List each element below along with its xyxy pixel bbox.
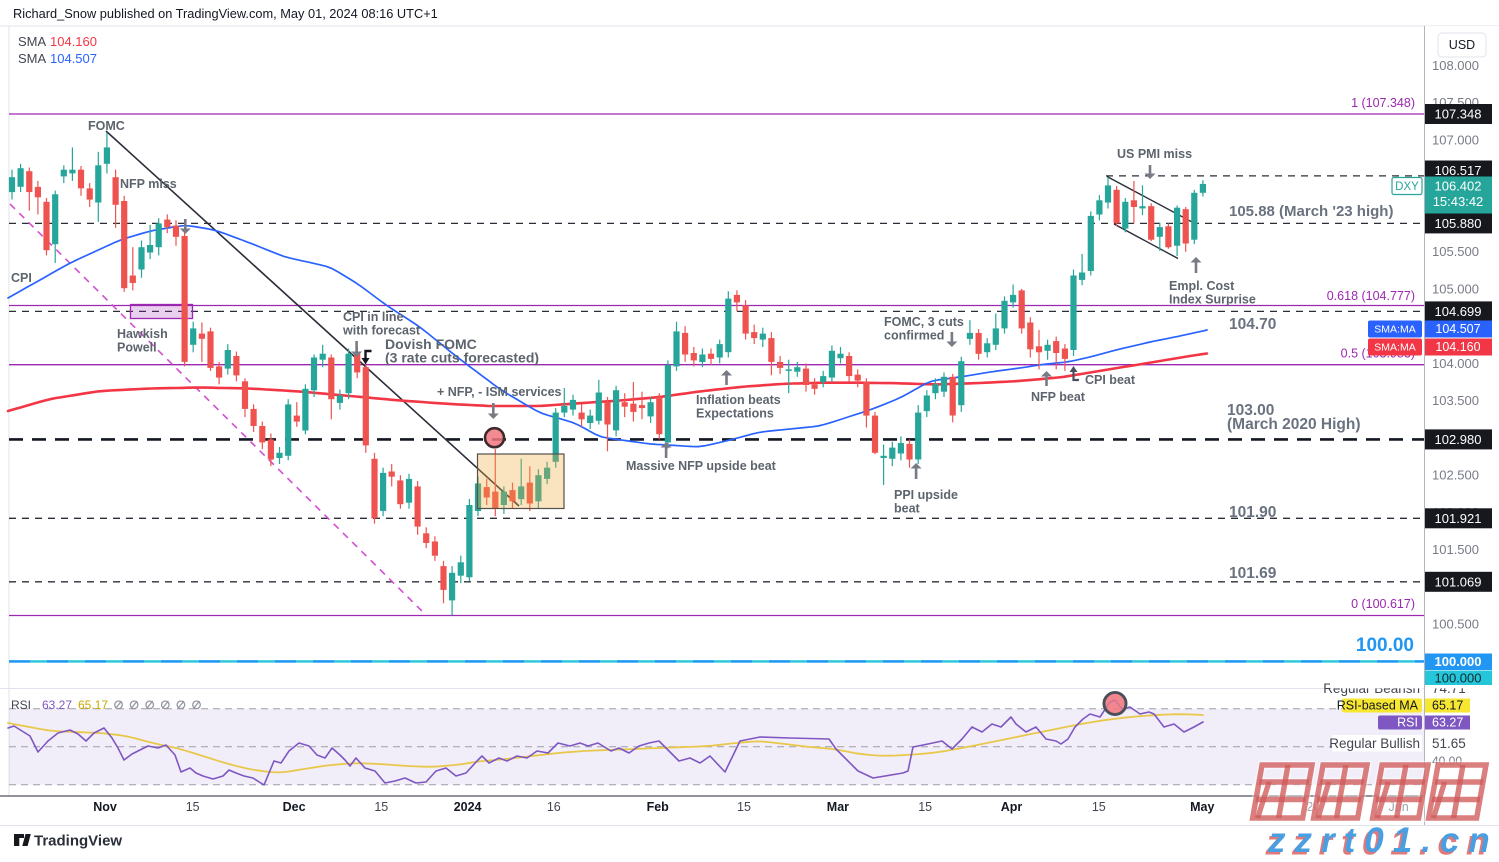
svg-text:65.17: 65.17 [78,698,108,712]
svg-text:101.90: 101.90 [1229,504,1276,521]
svg-text:Empl. Cost: Empl. Cost [1169,279,1235,293]
svg-text:May: May [1190,800,1214,814]
svg-text:106.517: 106.517 [1435,163,1482,178]
svg-text:104.70: 104.70 [1229,316,1276,333]
svg-text:Powell: Powell [117,341,157,355]
svg-text:101.69: 101.69 [1229,565,1277,582]
svg-text:SMA:MA: SMA:MA [1374,342,1415,354]
svg-text:RSI: RSI [11,698,31,712]
svg-text:65.17: 65.17 [1432,699,1463,713]
svg-text:RSI-based MA: RSI-based MA [1337,699,1419,713]
svg-text:104.507: 104.507 [50,51,97,66]
svg-text:Dovish FOMC: Dovish FOMC [385,336,477,352]
svg-text:105.88 (March '23 high): 105.88 (March '23 high) [1229,203,1393,220]
svg-text:Inflation beats: Inflation beats [696,393,781,407]
svg-text:102.500: 102.500 [1432,468,1479,483]
svg-text:106.402: 106.402 [1435,179,1482,194]
svg-text:100.500: 100.500 [1432,617,1479,632]
svg-text:1 (107.348): 1 (107.348) [1351,96,1415,110]
svg-text:102.980: 102.980 [1435,432,1482,447]
svg-text:Expectations: Expectations [696,407,774,421]
svg-text:107.000: 107.000 [1432,132,1479,147]
svg-text:+ NFP, - ISM services: + NFP, - ISM services [437,385,562,399]
svg-text:NFP beat: NFP beat [1031,390,1086,404]
svg-text:zzrt01.cn: zzrt01.cn [1265,824,1497,858]
svg-text:100.000: 100.000 [1435,654,1482,669]
svg-text:RSI: RSI [1397,716,1418,730]
svg-text:105.880: 105.880 [1435,216,1482,231]
svg-text:CPI beat: CPI beat [1085,373,1136,387]
svg-text:104.160: 104.160 [50,34,97,49]
svg-text:15:43:42: 15:43:42 [1433,194,1484,209]
svg-text:101.921: 101.921 [1435,511,1482,526]
svg-text:2024: 2024 [454,800,482,814]
svg-text:104.699: 104.699 [1435,304,1482,319]
svg-text:15: 15 [186,800,200,814]
svg-text:15: 15 [918,800,932,814]
svg-text:0 (100.617): 0 (100.617) [1351,597,1415,611]
svg-text:108.000: 108.000 [1432,58,1479,73]
svg-text:103.00: 103.00 [1227,402,1274,419]
svg-text:NFP miss: NFP miss [120,177,177,191]
svg-text:101.069: 101.069 [1435,575,1482,590]
svg-text:with forecast: with forecast [342,324,421,338]
svg-text:104.000: 104.000 [1432,356,1479,371]
svg-text:15: 15 [1092,800,1106,814]
svg-text:(March 2020 High): (March 2020 High) [1227,416,1361,433]
svg-text:16: 16 [547,800,561,814]
svg-text:Nov: Nov [93,800,117,814]
svg-text:15: 15 [737,800,751,814]
svg-text:15: 15 [374,800,388,814]
svg-text:SMA: SMA [18,34,47,49]
svg-text:0.618 (104.777): 0.618 (104.777) [1327,289,1415,303]
svg-text:107.348: 107.348 [1435,107,1482,122]
svg-text:FOMC: FOMC [88,119,125,133]
svg-text:103.500: 103.500 [1432,393,1479,408]
svg-text:Index Surprise: Index Surprise [1169,293,1256,307]
svg-text:100.000: 100.000 [1435,671,1482,686]
svg-text:Hawkish: Hawkish [117,327,168,341]
svg-text:Regular Bullish: Regular Bullish [1329,736,1420,751]
svg-text:Apr: Apr [1001,800,1023,814]
svg-text:SMA:MA: SMA:MA [1374,324,1415,336]
svg-text:beat: beat [894,502,921,516]
svg-text:confirmed: confirmed [884,329,944,343]
svg-text:105.500: 105.500 [1432,244,1479,259]
svg-text:63.27: 63.27 [42,698,72,712]
svg-text:104.160: 104.160 [1435,340,1480,354]
svg-text:US PMI miss: US PMI miss [1117,147,1192,161]
svg-text:104.507: 104.507 [1435,322,1480,336]
svg-text:PPI upside: PPI upside [894,488,958,502]
svg-text:105.000: 105.000 [1432,281,1479,296]
svg-text:Mar: Mar [827,800,849,814]
svg-text:51.65: 51.65 [1432,736,1466,751]
svg-text:SMA: SMA [18,51,47,66]
svg-text:USD: USD [1449,38,1475,52]
svg-text:63.27: 63.27 [1432,716,1463,730]
svg-text:FOMC, 3 cuts: FOMC, 3 cuts [884,315,964,329]
svg-text:101.500: 101.500 [1432,542,1479,557]
svg-text:Dec: Dec [283,800,306,814]
svg-text:Massive NFP upside beat: Massive NFP upside beat [626,459,777,473]
svg-text:Feb: Feb [647,800,670,814]
svg-text:CPI in line: CPI in line [343,310,403,324]
svg-text:CPI: CPI [11,271,32,285]
svg-text:100.00: 100.00 [1356,635,1414,656]
svg-text:(3 rate cuts forecasted): (3 rate cuts forecasted) [385,350,539,366]
svg-text:TradingView: TradingView [34,833,122,850]
svg-text:Richard_Snow published on Trad: Richard_Snow published on TradingView.co… [13,6,438,21]
svg-text:DXY: DXY [1395,181,1419,193]
svg-text:zzrt01.cn: zzrt01.cn [1267,821,1499,857]
